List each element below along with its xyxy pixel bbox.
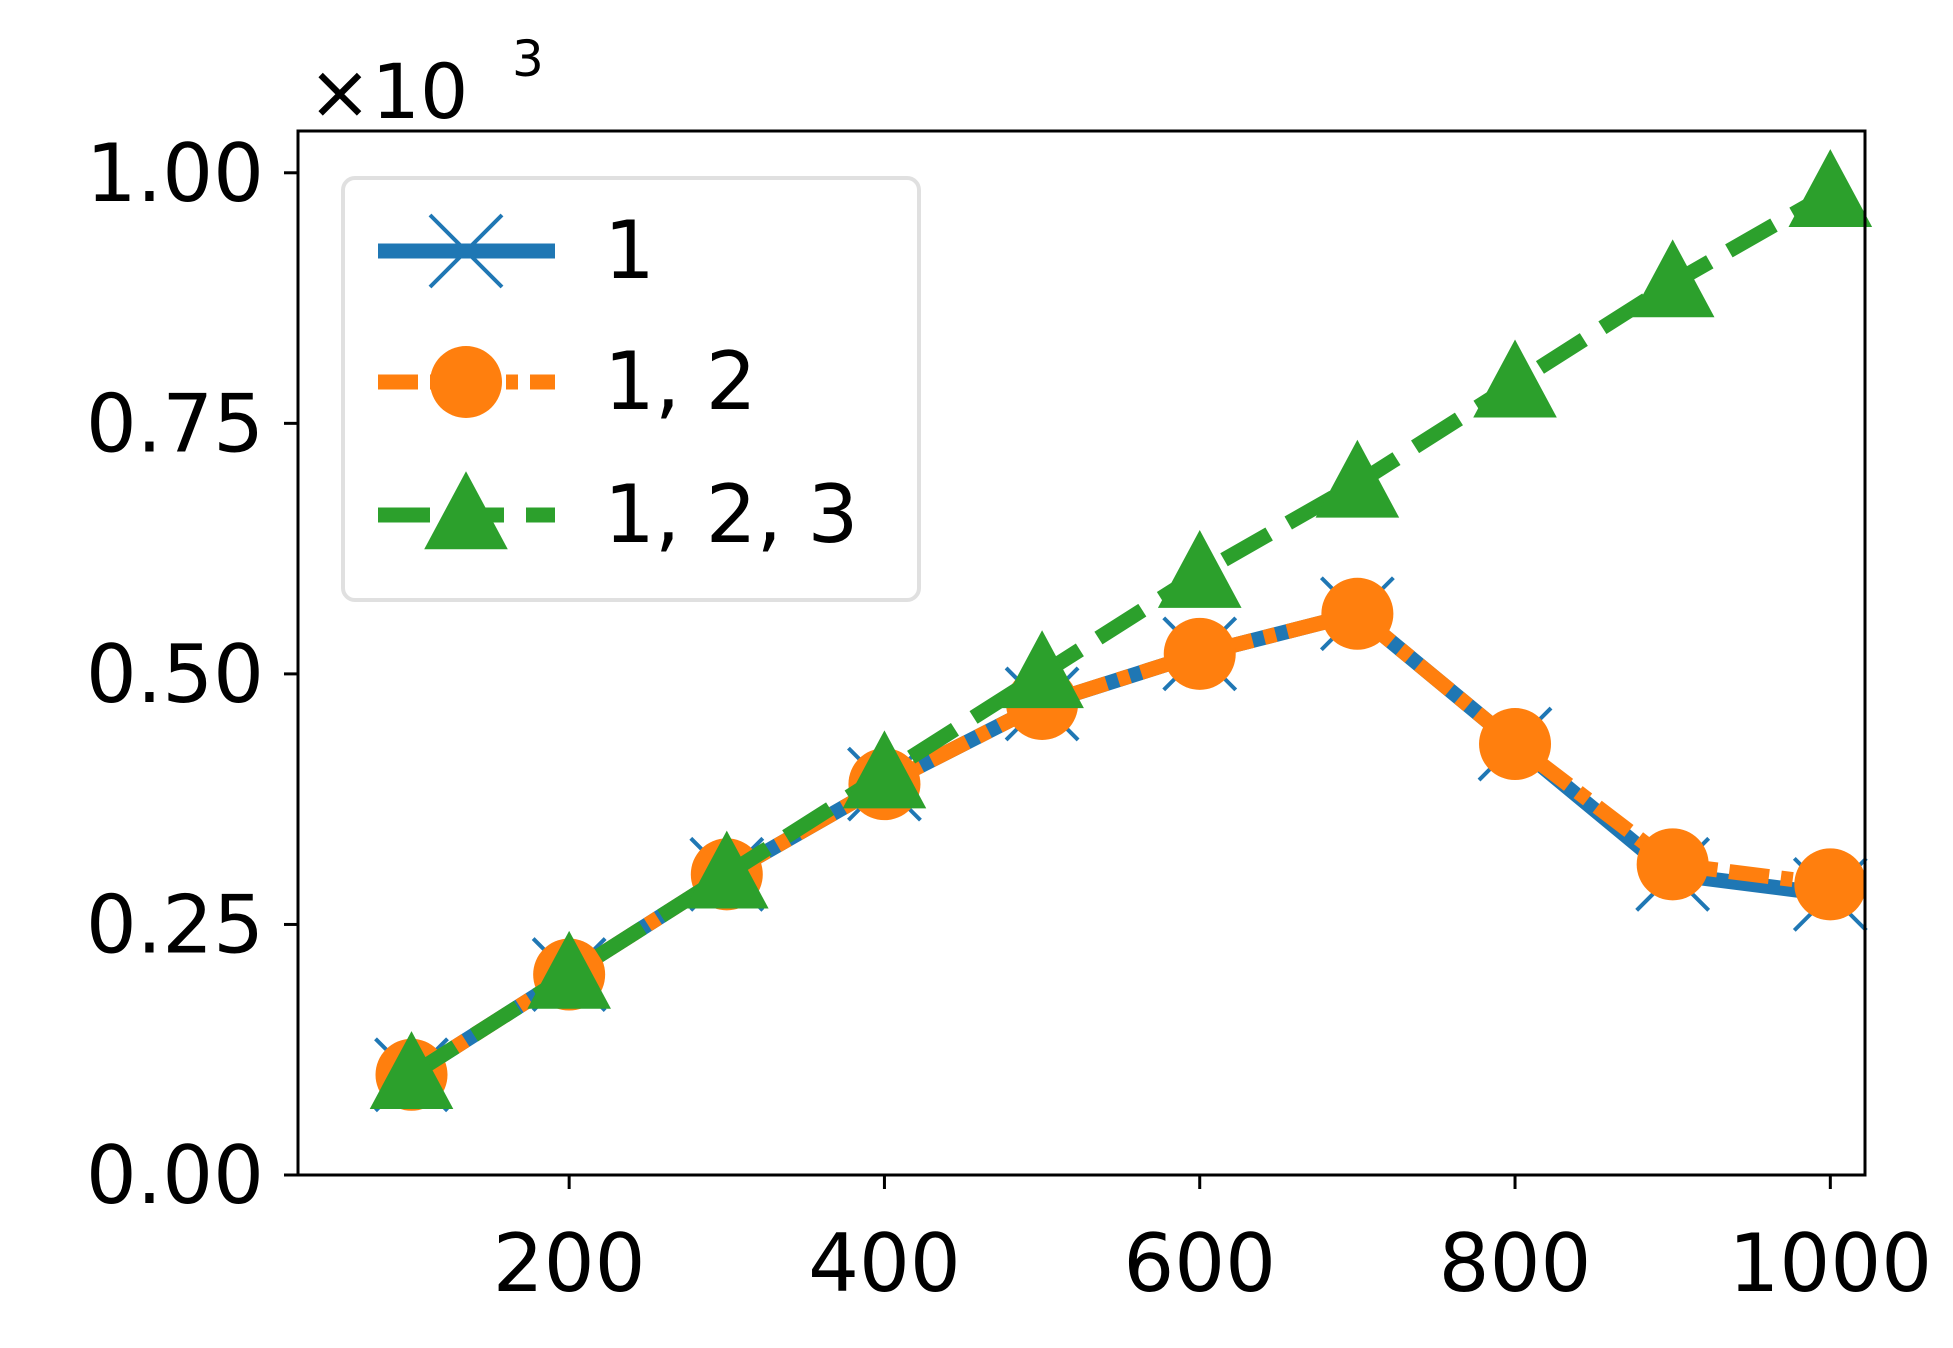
series-2-point xyxy=(1163,617,1236,690)
legend-marker xyxy=(430,346,502,418)
series-2-point xyxy=(1636,828,1709,901)
legend-label: 1, 2 xyxy=(604,335,757,428)
legend-entry: 1, 2 xyxy=(378,335,757,428)
legend: 1 1, 2 1, 2, 3 xyxy=(341,176,921,602)
series-3-point xyxy=(1315,439,1400,518)
series-3-point xyxy=(1000,630,1084,709)
series-3-point xyxy=(369,1031,454,1109)
y-tick-label: 0.25 xyxy=(86,878,264,971)
y-offset-base: ×10 xyxy=(308,47,468,136)
series-3-point xyxy=(1630,239,1715,318)
series-2 xyxy=(375,577,1867,1111)
series-3-point xyxy=(1473,339,1557,418)
x-tick-label: 600 xyxy=(1123,1217,1276,1310)
legend-label: 1, 2, 3 xyxy=(604,468,858,561)
legend-label: 1 xyxy=(604,204,655,297)
x-tick-label: 1000 xyxy=(1729,1217,1933,1310)
series-3-point xyxy=(1788,149,1873,228)
y-tick-label: 0.50 xyxy=(86,628,264,721)
plot-area xyxy=(369,149,1873,1113)
y-offset-exponent: 3 xyxy=(512,30,544,88)
y-offset-label: ×10 3 xyxy=(308,30,544,136)
x-tick-label: 200 xyxy=(493,1217,646,1310)
series-3 xyxy=(369,149,1873,1109)
axes-frame xyxy=(296,129,1867,1177)
y-tick-label: 1.00 xyxy=(86,127,264,220)
y-tick-label: 0.75 xyxy=(86,377,264,470)
series-2-point xyxy=(1321,577,1394,650)
y-tick-label: 0.00 xyxy=(86,1129,264,1222)
series-3-point xyxy=(842,730,927,809)
x-tick-label: 800 xyxy=(1439,1217,1592,1310)
series-3-point xyxy=(527,930,611,1009)
legend-entry: 1, 2, 3 xyxy=(378,468,858,561)
series-2-line xyxy=(407,606,1832,1082)
x-tick-label: 400 xyxy=(808,1217,961,1310)
y-axis: 0.00 0.25 0.50 0.75 1.00 xyxy=(86,127,298,1222)
series-3-point xyxy=(684,830,769,909)
legend-entry: 1 xyxy=(378,204,655,297)
series-3-line xyxy=(407,186,1835,1082)
legend-box xyxy=(341,176,921,602)
series-3-point xyxy=(1157,529,1242,608)
series-2-point xyxy=(1794,848,1867,921)
legend-marker xyxy=(424,471,508,550)
x-axis: 200 400 600 800 1000 xyxy=(493,1175,1932,1310)
series-2-point xyxy=(1479,708,1552,781)
legend-marker xyxy=(428,213,504,289)
